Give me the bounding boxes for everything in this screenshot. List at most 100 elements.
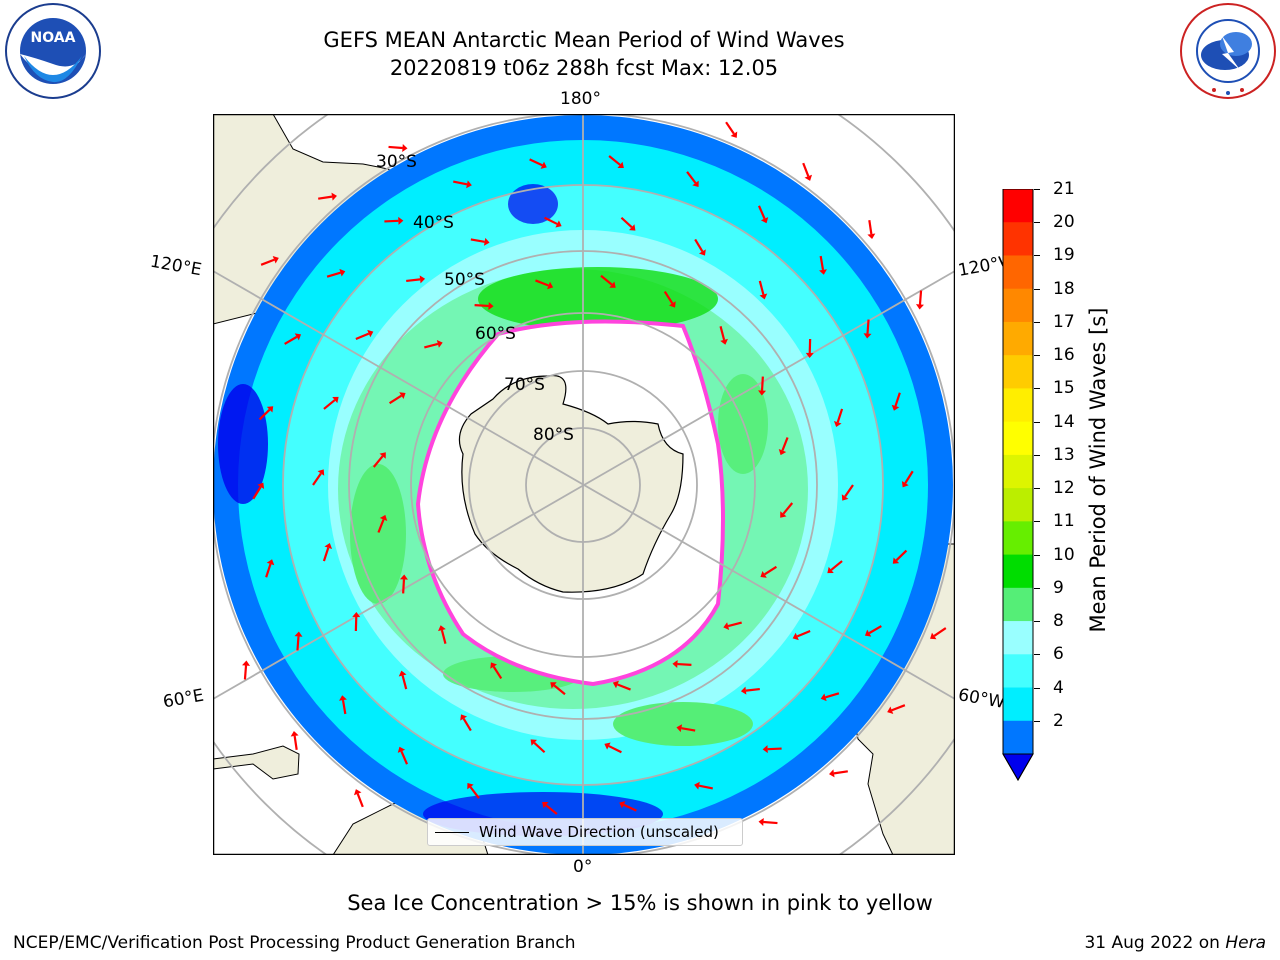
colorbar-tick-mark (1034, 189, 1040, 190)
wave-direction-arrow (781, 437, 789, 451)
colorbar-label: Mean Period of Wind Waves [s] (1086, 307, 1110, 633)
colorbar-tick-label: 13 (1053, 444, 1075, 465)
noaa-logo-text: NOAA (31, 30, 76, 46)
colorbar-tick-label: 21 (1053, 179, 1075, 199)
wave-direction-arrowhead (530, 739, 537, 746)
wave-direction-arrowhead (609, 281, 616, 288)
wave-direction-arrow (844, 484, 854, 498)
wave-direction-arrowhead (339, 695, 347, 701)
legend-line-icon (435, 831, 469, 833)
wave-direction-arrowhead (760, 570, 767, 578)
colorbar-tick-mark (1034, 421, 1040, 423)
colorbar-segment (1003, 521, 1033, 556)
footer-left: NCEP/EMC/Verification Post Processing Pr… (13, 933, 576, 953)
colorbar-tick-mark (1034, 454, 1040, 456)
wave-direction-arrow (341, 699, 347, 715)
wave-direction-arrowhead (619, 801, 626, 809)
wave-direction-arrowhead (668, 301, 676, 308)
wave-direction-arrow (617, 683, 631, 691)
wave-direction-arrow (825, 692, 840, 699)
antarctica-land (458, 374, 684, 593)
wave-direction-arrow (462, 718, 472, 732)
wave-direction-arrowhead (820, 693, 827, 702)
wave-direction-arrow (293, 735, 298, 750)
colorbar-tick-mark (1034, 521, 1040, 523)
wave-direction-arrowhead (331, 192, 337, 201)
colorbar-segment (1003, 421, 1033, 456)
wave-direction-arrowhead (827, 566, 834, 574)
wave-direction-arrowhead (778, 449, 787, 456)
wave-direction-arrow (440, 629, 447, 644)
colorbar-tick-mark (1034, 554, 1040, 556)
wave-direction-arrowhead (379, 452, 386, 459)
colorbar-tick-label: 17 (1053, 311, 1075, 332)
wave-direction-arrow (400, 750, 409, 765)
wave-direction-arrowhead (694, 781, 700, 790)
wave-direction-arrow (677, 662, 692, 666)
wave-direction-arrowhead (555, 220, 562, 228)
colorbar-tick-label: 12 (1053, 478, 1075, 499)
wave-direction-arrow (323, 399, 336, 410)
wave-direction-arrowhead (242, 660, 251, 666)
lon-label-180: 180° (560, 89, 601, 109)
wave-direction-arrowhead (892, 557, 900, 564)
wave-direction-arrow (782, 502, 794, 515)
colorbar-extend-arrow (1002, 753, 1034, 782)
wave-direction-arrowhead (294, 333, 302, 341)
wave-direction-arrow (725, 121, 735, 135)
wave-direction-arrowhead (490, 662, 498, 669)
lon-label-0: 0° (573, 857, 593, 877)
wave-direction-arrow (318, 195, 333, 200)
colorbar-tick-label: 10 (1053, 544, 1075, 565)
wave-direction-arrowhead (266, 406, 274, 413)
wave-direction-arrow (681, 727, 696, 732)
wave-direction-arrowhead (760, 217, 769, 224)
wave-direction-arrowhead (612, 680, 619, 689)
wave-direction-arrowhead (780, 511, 787, 518)
wave-direction-arrow (918, 290, 923, 305)
wave-direction-arrow (866, 319, 870, 334)
colorbar-tick-mark (1034, 720, 1040, 722)
wave-direction-arrow (698, 784, 713, 790)
wave-direction-arrow (758, 280, 765, 295)
wave-direction-arrow (535, 279, 549, 287)
legend-label: Wind Wave Direction (unscaled) (479, 823, 719, 841)
wave-direction-arrow (388, 145, 403, 150)
wave-direction-arrow (553, 684, 566, 696)
colorbar-segment (1003, 189, 1033, 223)
wave-direction-arrow (401, 675, 408, 690)
wave-direction-arrow (904, 470, 914, 484)
colorbar-segment (1003, 687, 1033, 722)
colorbar-segment (1003, 355, 1033, 389)
wave-direction-arrowhead (290, 731, 299, 737)
wave-direction-arrowhead (339, 268, 346, 277)
lat-label-50s: 50°S (444, 270, 485, 290)
wave-direction-arrow (767, 747, 782, 751)
wave-direction-arrowhead (901, 481, 909, 488)
wave-direction-arrow (745, 687, 760, 692)
wave-direction-arrowhead (367, 329, 374, 338)
colorbar-tick-label: 6 (1053, 644, 1064, 665)
wave-direction-arrow (836, 408, 844, 423)
wave-direction-arrow (764, 565, 778, 576)
wave-direction-arrowhead (402, 144, 408, 153)
wave-direction-arrowhead (833, 421, 842, 428)
lon-label-120e: 120°E (148, 251, 204, 281)
wave-direction-arrowhead (804, 174, 813, 181)
wave-direction-arrow (326, 271, 341, 278)
colorbar-tick-mark (1034, 255, 1040, 257)
noaa-logo: NOAA (2, 2, 104, 100)
wave-direction-arrowhead (324, 542, 333, 549)
wave-direction-arrow (663, 290, 674, 304)
colorbar-segment (1003, 720, 1033, 755)
wave-direction-arrow (529, 158, 543, 167)
polar-map (212, 113, 956, 856)
colorbar (1002, 188, 1034, 782)
wave-direction-arrowhead (841, 494, 849, 501)
wave-direction-arrow (356, 793, 364, 808)
wave-direction-arrowhead (617, 161, 624, 168)
wave-direction-arrowhead (762, 745, 768, 754)
colorbar-frame (1002, 188, 1034, 782)
wave-direction-arrow (802, 162, 810, 177)
colorbar-tick-mark (1034, 388, 1040, 390)
